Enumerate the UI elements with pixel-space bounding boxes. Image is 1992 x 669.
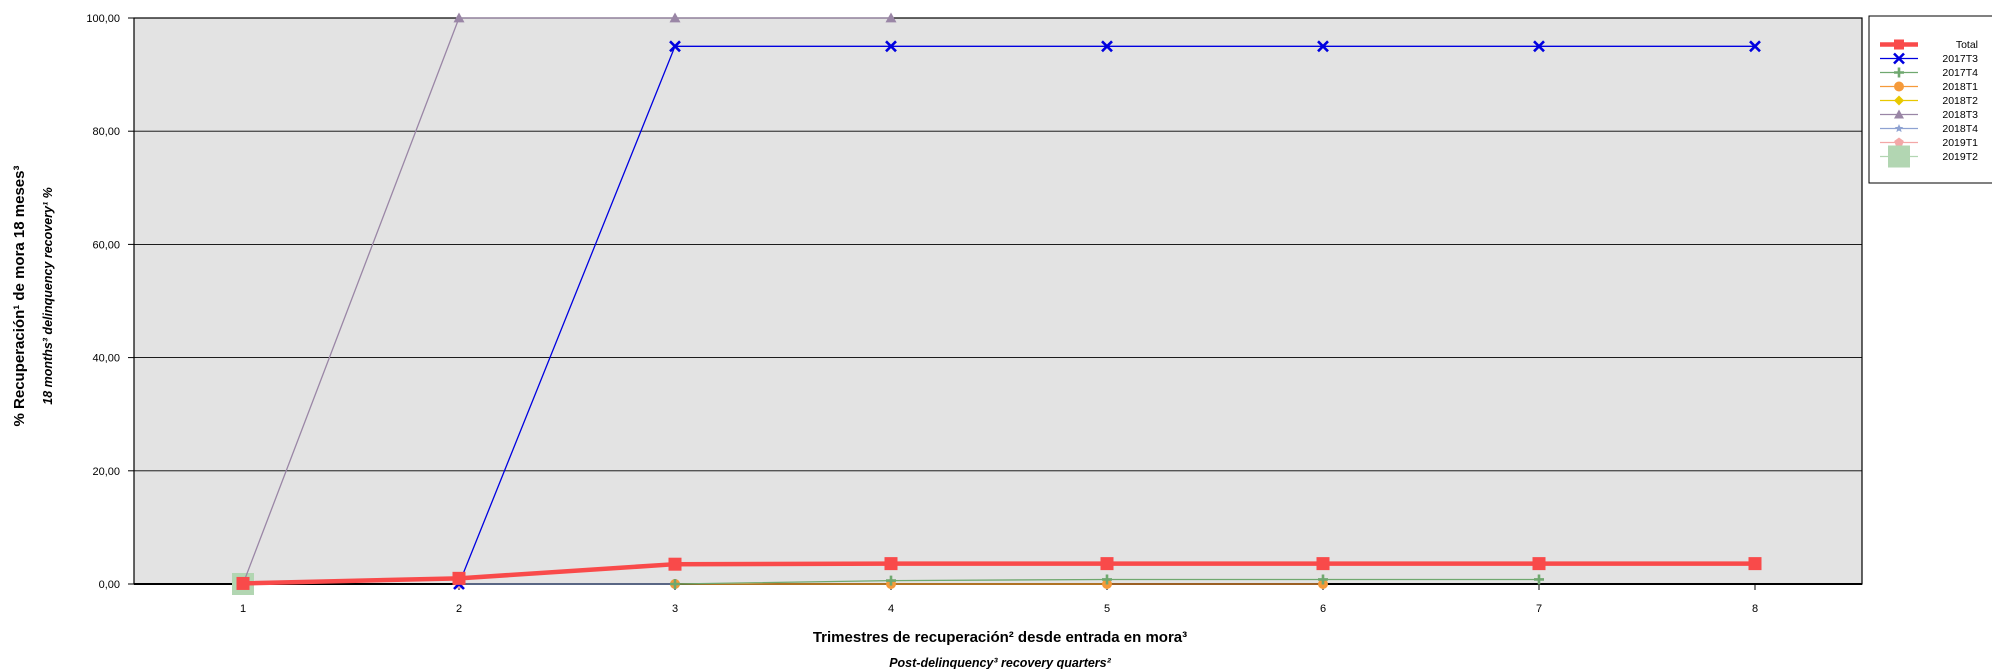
data-point: [1101, 40, 1113, 53]
legend-entry: 2017T3: [1880, 52, 1978, 65]
legend-label: 2018T4: [1942, 123, 1978, 135]
y-tick-label: 60,00: [92, 239, 120, 251]
x-tick-label: 2: [456, 603, 462, 615]
series-line: [242, 17, 892, 585]
data-point: [884, 557, 898, 571]
data-point: [1749, 40, 1761, 53]
legend-label: 2018T1: [1942, 81, 1978, 93]
y-tick-label: 40,00: [92, 353, 120, 365]
legend-label: 2019T1: [1942, 137, 1978, 149]
data-point: [1532, 557, 1546, 571]
y-tick-label: 80,00: [92, 126, 120, 138]
y-axis-title: % Recuperación¹ de mora 18 meses³: [11, 166, 28, 427]
data-point: [885, 12, 897, 23]
legend-entry: 2019T1: [1880, 137, 1978, 149]
legend-entry: 2018T1: [1880, 81, 1978, 93]
legend-marker: [1894, 67, 1904, 78]
legend: Total 2017T3 2017T4 2018T1 2018T2 2018T3 2018T…: [1868, 15, 1992, 184]
legend-label: Total: [1956, 39, 1978, 51]
legend-entry: 2018T4: [1880, 123, 1978, 135]
x-tick-label: 1: [240, 603, 246, 615]
plot-area: [134, 18, 1862, 584]
legend-label: 2017T4: [1942, 67, 1978, 79]
legend-entries: Total 2017T3 2017T4 2018T1 2018T2 2018T3 2018T…: [1880, 39, 1978, 168]
series-Total: [236, 557, 1762, 590]
data-point: [1100, 557, 1114, 571]
data-point: [453, 12, 465, 23]
data-point: [236, 576, 250, 590]
legend-marker: [1888, 145, 1910, 168]
data-point: [1534, 574, 1544, 585]
legend-entry: 2018T3: [1880, 109, 1978, 121]
data-point: [668, 557, 682, 571]
legend-entry: Total: [1880, 39, 1978, 51]
legend-entry: 2019T2: [1880, 145, 1978, 168]
gridlines: [134, 130, 1862, 472]
data-point: [1318, 574, 1328, 585]
legend-marker: [1894, 137, 1904, 147]
data-point: [670, 579, 680, 589]
series-line: [240, 561, 1758, 586]
x-tick-label: 5: [1104, 603, 1110, 615]
data-point: [1102, 574, 1112, 585]
data-point: [1317, 40, 1329, 53]
legend-marker: [1894, 95, 1904, 106]
data-point: [885, 40, 897, 53]
legend-label: 2018T3: [1942, 109, 1978, 121]
data-point: [1316, 557, 1330, 571]
legend-entry: 2017T4: [1880, 67, 1978, 79]
legend-marker: [1894, 81, 1904, 92]
y-tick-label: 100,00: [86, 13, 120, 25]
legend-marker: [1894, 109, 1904, 119]
x-tick-label: 4: [888, 603, 894, 615]
y-axis-ticks: 0,00 20,00 40,00 60,00 80,00 100,00: [86, 13, 134, 591]
legend-marker: [1894, 124, 1904, 133]
data-point: [669, 40, 681, 53]
y-axis-subtitle: 18 months³ delinquency recovery¹ %: [41, 187, 55, 404]
legend-label: 2019T2: [1942, 151, 1978, 163]
legend-label: 2018T2: [1942, 95, 1978, 107]
data-point: [1748, 557, 1762, 571]
x-axis-subtitle: Post-delinquency³ recovery quarters²: [889, 656, 1111, 669]
x-tick-label: 3: [672, 603, 678, 615]
y-tick-label: 0,00: [99, 579, 120, 591]
data-point: [669, 12, 681, 23]
data-point: [886, 575, 896, 586]
x-axis-ticks: 1 2 3 4 5 6 7 8: [240, 584, 1758, 615]
x-tick-label: 6: [1320, 603, 1326, 615]
x-tick-label: 7: [1536, 603, 1542, 615]
data-point: [1533, 40, 1545, 53]
x-tick-label: 8: [1752, 603, 1758, 615]
y-tick-label: 20,00: [92, 466, 120, 478]
series-2017T4: [670, 574, 1544, 589]
x-axis-title: Trimestres de recuperación² desde entrad…: [813, 629, 1187, 646]
legend-marker: [1894, 39, 1904, 50]
legend-entry: 2018T2: [1880, 95, 1978, 107]
data-point: [452, 571, 466, 585]
legend-marker: [1893, 52, 1905, 65]
legend-label: 2017T3: [1942, 53, 1978, 65]
series-group: [232, 12, 1762, 595]
